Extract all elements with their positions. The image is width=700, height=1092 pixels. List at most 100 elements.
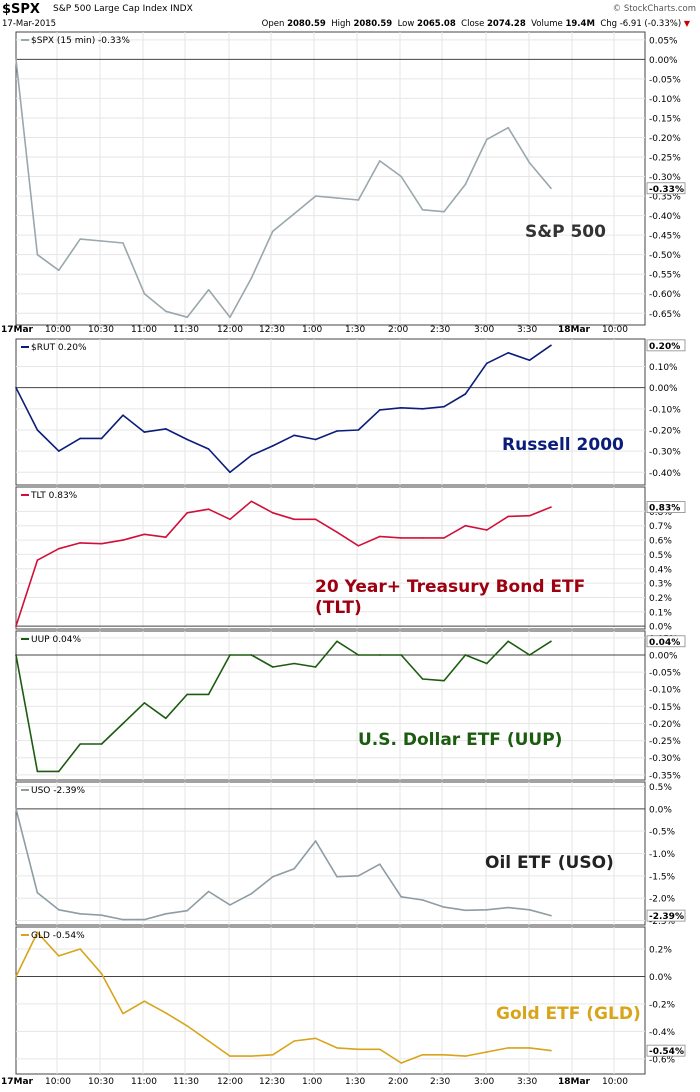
close-value: 2074.28 [487, 19, 526, 29]
data-point [314, 666, 317, 668]
x-tick-label: 3:00 [474, 325, 494, 335]
series-line [15, 808, 552, 921]
x-tick-label: 1:00 [302, 1077, 322, 1087]
down-triangle-icon: ▼ [683, 19, 690, 28]
data-point [336, 430, 338, 432]
chart-date: 17-Mar-2015 [2, 19, 57, 29]
y-tick-label: 0.2% [649, 594, 672, 604]
data-point [464, 524, 467, 527]
data-point [314, 438, 317, 441]
data-point [165, 536, 167, 539]
data-point [250, 277, 253, 279]
x-tick-label: 1:00 [302, 325, 322, 335]
x-tick-label: 12:30 [259, 1077, 285, 1087]
y-tick-label: -0.65% [649, 310, 681, 320]
data-point [122, 722, 124, 725]
data-point [79, 743, 81, 745]
data-point [79, 542, 81, 544]
data-point [507, 515, 510, 518]
data-point [293, 518, 296, 521]
series-annotation: S&P 500 [525, 222, 606, 242]
x-axis-lower: 17Mar 10:00 10:30 11:00 11:30 12:00 12:30 1:00 1… [1, 1077, 628, 1087]
y-tick-label: 0.05% [649, 36, 678, 46]
y-tick-label: -0.35% [649, 193, 681, 203]
data-point [15, 654, 17, 656]
data-point [336, 531, 338, 533]
data-point [143, 431, 146, 433]
high-label: High [331, 19, 351, 29]
data-point [507, 1047, 510, 1049]
data-point [293, 662, 296, 665]
last-value-badge [646, 909, 686, 922]
y-tick-label: -0.2% [649, 1000, 676, 1010]
last-value-badge [646, 635, 686, 648]
x-tick-label: 3:30 [517, 325, 537, 335]
y-tick-label: -0.50% [649, 251, 681, 261]
data-point [357, 545, 360, 547]
data-point [486, 529, 488, 531]
data-point [528, 909, 531, 911]
data-point [400, 406, 403, 409]
last-value-badge [646, 1044, 686, 1057]
data-point [100, 914, 103, 916]
data-point [143, 533, 146, 536]
data-point [336, 197, 338, 199]
x-tick-label: 3:00 [474, 1077, 494, 1087]
data-point [229, 471, 231, 474]
data-point [528, 1047, 531, 1049]
y-tick-label: -1.5% [649, 872, 676, 882]
data-point [443, 537, 445, 539]
data-point [207, 890, 210, 893]
data-point [443, 405, 445, 408]
x-tick-label: 12:30 [259, 325, 285, 335]
data-point [36, 253, 39, 256]
data-point [379, 863, 381, 866]
data-point [250, 654, 253, 656]
data-point [15, 625, 17, 627]
data-point [207, 693, 210, 696]
data-point [207, 289, 210, 291]
plot-area [15, 338, 646, 486]
y-tick-label: -0.40% [649, 212, 681, 222]
data-point [379, 409, 381, 411]
data-point [100, 542, 103, 545]
y-tick-label: -2.5% [649, 917, 676, 927]
data-point [550, 344, 552, 347]
data-point [507, 126, 510, 129]
x-tick-label: 10:30 [88, 1077, 114, 1087]
data-point [36, 770, 39, 773]
y-tick-label: -0.30% [649, 173, 681, 183]
data-point [293, 212, 296, 215]
data-point [229, 1055, 231, 1057]
y-tick-label: -0.15% [649, 114, 681, 124]
data-point [272, 1053, 274, 1056]
data-point [528, 359, 531, 361]
last-value-label: -0.54% [649, 1047, 684, 1057]
y-tick-label: 0.4% [649, 565, 672, 575]
data-point [122, 539, 124, 541]
data-point [314, 195, 317, 197]
y-tick-label: -0.4% [649, 1028, 676, 1038]
x-tick-label: 10:00 [45, 325, 71, 335]
data-point [165, 428, 167, 430]
data-point [336, 640, 338, 643]
y-tick-label: -0.6% [649, 1055, 676, 1065]
low-label: Low [397, 19, 415, 29]
x-tick-label: 2:00 [388, 325, 408, 335]
legend-label: $SPX (15 min) -0.33% [31, 36, 130, 46]
data-point [58, 909, 60, 911]
x-tick-label: 12:00 [217, 1077, 243, 1087]
data-point [229, 654, 231, 656]
index-name: S&P 500 Large Cap Index INDX [53, 4, 193, 14]
series-line [15, 640, 552, 773]
data-point [250, 454, 253, 457]
x-tick-label: 1:30 [345, 1077, 365, 1087]
data-point [293, 434, 296, 437]
data-point [443, 906, 445, 908]
y-tick-label: 0.10% [649, 363, 678, 373]
x-axis-upper: 17Mar 10:00 10:30 11:00 11:30 12:00 12:30 1:00 1… [1, 325, 628, 335]
y-tick-label: -0.55% [649, 271, 681, 281]
data-point [36, 892, 39, 894]
data-point [36, 931, 39, 934]
data-point [507, 906, 510, 909]
